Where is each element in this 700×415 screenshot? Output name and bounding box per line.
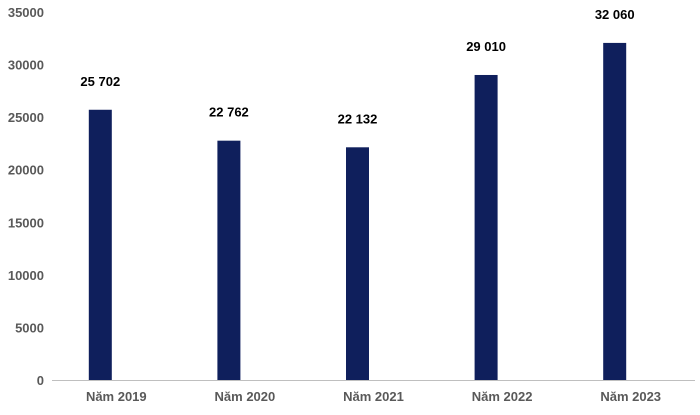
bar-data-label: 32 060 — [595, 7, 635, 22]
bar-data-label: 25 702 — [80, 74, 120, 89]
bar — [346, 147, 369, 380]
bar — [474, 74, 498, 381]
y-tick-label: 20000 — [8, 163, 44, 178]
x-tick-label: Năm 2023 — [600, 389, 661, 404]
bar-data-labels: 25 702 22 762 22 132 29 010 32 060 — [80, 7, 634, 126]
x-tick-label: Năm 2021 — [343, 389, 404, 404]
bar-data-label: 29 010 — [466, 39, 506, 54]
y-tick-label: 35000 — [8, 5, 44, 20]
bar-data-label: 22 132 — [338, 111, 378, 126]
bar — [603, 42, 627, 381]
y-tick-label: 10000 — [8, 268, 44, 283]
bar — [88, 109, 112, 380]
y-tick-label: 5000 — [15, 320, 44, 335]
x-tick-label: Năm 2019 — [86, 389, 147, 404]
y-tick-label: 30000 — [8, 58, 44, 73]
bar-series — [88, 42, 627, 381]
y-tick-label: 25000 — [8, 110, 44, 125]
x-tick-label: Năm 2022 — [472, 389, 533, 404]
y-tick-label: 0 — [37, 373, 44, 388]
bar — [217, 140, 241, 380]
x-tick-label: Năm 2020 — [215, 389, 276, 404]
y-axis-tick-labels: 0 5000 10000 15000 20000 25000 30000 35000 — [8, 5, 44, 388]
x-axis-tick-labels: Năm 2019 Năm 2020 Năm 2021 Năm 2022 Năm 2023 — [86, 389, 661, 404]
y-tick-label: 15000 — [8, 215, 44, 230]
bar-data-label: 22 762 — [209, 105, 249, 120]
